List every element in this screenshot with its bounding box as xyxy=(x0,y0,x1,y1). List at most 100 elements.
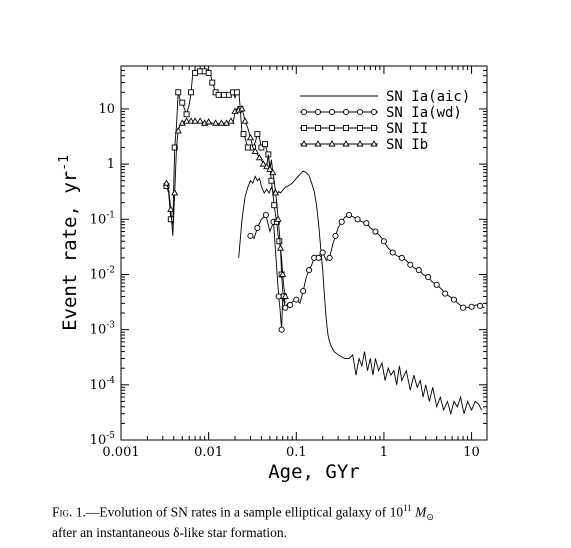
data-point-sn-ib xyxy=(271,189,280,196)
series-line-sn-ib xyxy=(165,108,286,297)
data-point-sn-ib xyxy=(183,117,191,124)
data-point-sn-ia-wd xyxy=(425,273,432,281)
data-point-sn-ib xyxy=(281,292,289,299)
data-point-sn-ii xyxy=(254,131,261,138)
data-point-sn-ia-wd xyxy=(372,228,379,235)
data-point-sn-ib xyxy=(217,119,226,126)
data-point-sn-ib xyxy=(171,189,179,196)
data-point-sn-ia-wd xyxy=(306,267,313,274)
data-point-sn-ii xyxy=(240,131,247,138)
data-point-sn-ia-wd xyxy=(468,303,475,310)
data-point-sn-ib xyxy=(276,244,285,251)
data-point-sn-ia-wd xyxy=(315,254,322,261)
data-point-sn-ia-wd xyxy=(326,254,333,261)
data-point-sn-ia-wd xyxy=(442,290,449,297)
legend-marker-sn-ia-wd xyxy=(300,108,308,116)
data-point-sn-ia-wd xyxy=(254,224,261,231)
legend-marker-sn-ib xyxy=(328,140,336,147)
data-point-sn-ia-wd xyxy=(354,216,361,223)
data-point-sn-ib xyxy=(222,119,231,126)
legend-marker-sn-ib xyxy=(300,140,308,147)
data-point-sn-ib xyxy=(241,117,249,124)
data-point-sn-ia-wd xyxy=(345,211,353,218)
x-tick-label: 0.001 xyxy=(102,445,139,460)
plot-frame xyxy=(120,65,488,441)
series-sn-ii xyxy=(163,68,287,304)
data-point-sn-ii xyxy=(183,111,190,118)
data-point-sn-ii xyxy=(271,202,278,209)
y-axis-label: Event rate, yr-1 xyxy=(57,155,81,331)
data-point-sn-ib xyxy=(196,117,204,124)
data-point-sn-ib xyxy=(238,105,246,112)
data-point-sn-ii xyxy=(262,141,268,148)
data-point-sn-ia-wd xyxy=(282,304,289,311)
data-point-sn-ib xyxy=(246,133,255,141)
legend-marker-sn-ia-wd xyxy=(328,108,336,116)
series-sn-ia-wd xyxy=(247,211,485,333)
data-point-sn-ii xyxy=(276,238,283,245)
y-tick-label: 10-4 xyxy=(90,376,116,393)
figure-caption: Fig. 1.—Evolution of SN rates in a sampl… xyxy=(52,500,552,541)
data-point-sn-ia-wd xyxy=(275,293,282,300)
data-point-sn-ia-wd xyxy=(460,304,467,311)
data-point-sn-ia-wd xyxy=(338,218,345,225)
data-point-sn-ia-wd xyxy=(398,254,405,261)
data-point-sn-ib xyxy=(162,179,171,186)
data-point-sn-ib xyxy=(259,160,267,167)
series-sn-ib xyxy=(162,105,289,299)
data-point-sn-ii xyxy=(233,89,240,96)
legend-marker-sn-ia-wd xyxy=(370,108,378,116)
data-point-sn-ia-wd xyxy=(450,296,458,303)
x-tick-label: 0.01 xyxy=(194,445,223,460)
legend-marker-sn-ib xyxy=(314,140,322,147)
data-point-sn-ib xyxy=(167,205,175,213)
y-tick-label: 10-3 xyxy=(90,321,116,338)
data-point-sn-ia-wd xyxy=(293,296,300,303)
legend-marker-sn-ib xyxy=(356,140,364,147)
data-point-sn-ib xyxy=(212,119,220,126)
data-point-sn-ii xyxy=(192,69,199,76)
legend-marker-sn-ii xyxy=(357,125,363,131)
data-point-sn-ii xyxy=(258,144,265,151)
data-point-sn-ia-wd xyxy=(278,326,285,333)
data-point-sn-ii xyxy=(205,69,212,76)
data-point-sn-ia-wd xyxy=(262,211,269,218)
data-point-sn-ib xyxy=(191,117,199,124)
y-tick-label: 10-1 xyxy=(90,210,115,227)
data-point-sn-ii xyxy=(215,91,222,98)
legend-marker-sn-ia-wd xyxy=(342,108,350,116)
legend-label-sn-ii: SN II xyxy=(386,121,428,137)
data-point-sn-ii xyxy=(188,89,195,96)
data-point-sn-ib xyxy=(205,118,213,125)
legend-marker-sn-ii xyxy=(343,125,349,131)
data-point-sn-ii xyxy=(167,216,174,223)
data-point-sn-ii xyxy=(221,91,228,98)
legend-marker-sn-ia-wd xyxy=(356,108,364,116)
data-point-sn-ib xyxy=(274,215,282,222)
data-point-sn-ii xyxy=(268,177,275,184)
data-point-sn-ia-wd xyxy=(363,220,370,227)
data-point-sn-ii xyxy=(244,144,251,151)
data-point-sn-ia-wd xyxy=(319,249,326,256)
data-point-sn-ia-wd xyxy=(287,301,294,309)
data-point-sn-ia-wd xyxy=(380,238,387,245)
caption-text: —Evolution of SN rates in a sample ellip… xyxy=(85,504,404,520)
caption-prefix: Fig. 1. xyxy=(52,504,86,520)
data-point-sn-ib xyxy=(266,165,274,172)
data-point-sn-ia-wd xyxy=(389,249,396,256)
legend-label-sn-ia-wd: SN Ia(wd) xyxy=(386,105,462,121)
data-point-sn-ib xyxy=(227,117,235,124)
data-point-sn-ia-wd xyxy=(407,261,414,268)
legend-marker-sn-ii xyxy=(315,125,321,131)
legend-marker-sn-ii xyxy=(329,125,335,131)
legend-marker-sn-ia-wd xyxy=(314,108,322,116)
y-tick-label: 1 xyxy=(107,157,115,172)
legend-label-sn-ia-aic: SN Ia(aic) xyxy=(386,89,470,105)
data-point-sn-ii xyxy=(171,144,178,151)
caption-exponent: 11 xyxy=(403,503,412,513)
x-axis-label: Age, GYr xyxy=(268,461,360,483)
x-tick-label: 1 xyxy=(380,445,388,460)
data-point-sn-ia-wd xyxy=(300,288,307,295)
